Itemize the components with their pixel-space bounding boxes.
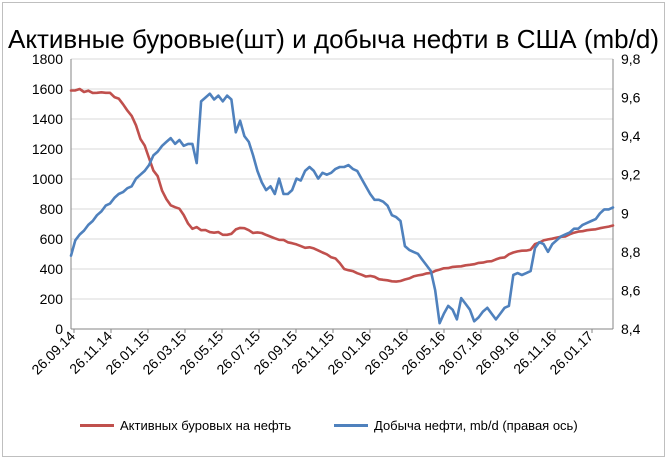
- legend-item-production: Добыча нефти, mb/d (правая ось): [334, 418, 578, 433]
- left-tick-label: 400: [40, 261, 64, 277]
- right-tick-label: 8,8: [621, 244, 641, 260]
- series-line-production: [69, 92, 615, 325]
- right-tick-label: 8,4: [621, 321, 641, 337]
- x-axis: 26.09.1426.11.1426.01.1526.03.1526.05.15…: [28, 328, 613, 378]
- legend: Активных буровых на нефть Добыча нефти, …: [0, 418, 667, 442]
- left-tick-label: 200: [40, 291, 64, 307]
- legend-swatch-rigs: [80, 424, 114, 427]
- series-lines: [69, 87, 615, 325]
- legend-label-production: Добыча нефти, mb/d (правая ось): [374, 418, 578, 433]
- right-tick-label: 9,8: [621, 51, 641, 67]
- left-tick-label: 0: [55, 321, 63, 337]
- legend-label-rigs: Активных буровых на нефть: [120, 418, 292, 433]
- left-axis: 0 200 400 600 800 1000 1200 1400 1600 1800: [32, 51, 72, 337]
- left-tick-label: 1200: [32, 141, 63, 157]
- gridlines: [71, 58, 613, 330]
- left-tick-label: 800: [40, 201, 64, 217]
- legend-swatch-production: [334, 424, 368, 427]
- series-line-rigs: [69, 87, 615, 283]
- right-tick-label: 9,2: [621, 167, 641, 183]
- right-tick-label: 8,6: [621, 282, 641, 298]
- left-tick-label: 1800: [32, 51, 63, 67]
- left-tick-label: 1000: [32, 171, 63, 187]
- chart-title: Активные буровые(шт) и добыча нефти в СШ…: [7, 24, 659, 54]
- legend-item-rigs: Активных буровых на нефть: [80, 418, 291, 433]
- right-axis: 8,4 8,6 8,8 9 9,2 9,4 9,6 9,8: [612, 51, 641, 337]
- left-tick-label: 1600: [32, 81, 63, 97]
- right-tick-label: 9,6: [621, 90, 641, 106]
- left-tick-label: 1400: [32, 111, 63, 127]
- left-tick-label: 600: [40, 231, 64, 247]
- right-tick-label: 9,4: [621, 128, 641, 144]
- right-tick-label: 9: [621, 205, 629, 221]
